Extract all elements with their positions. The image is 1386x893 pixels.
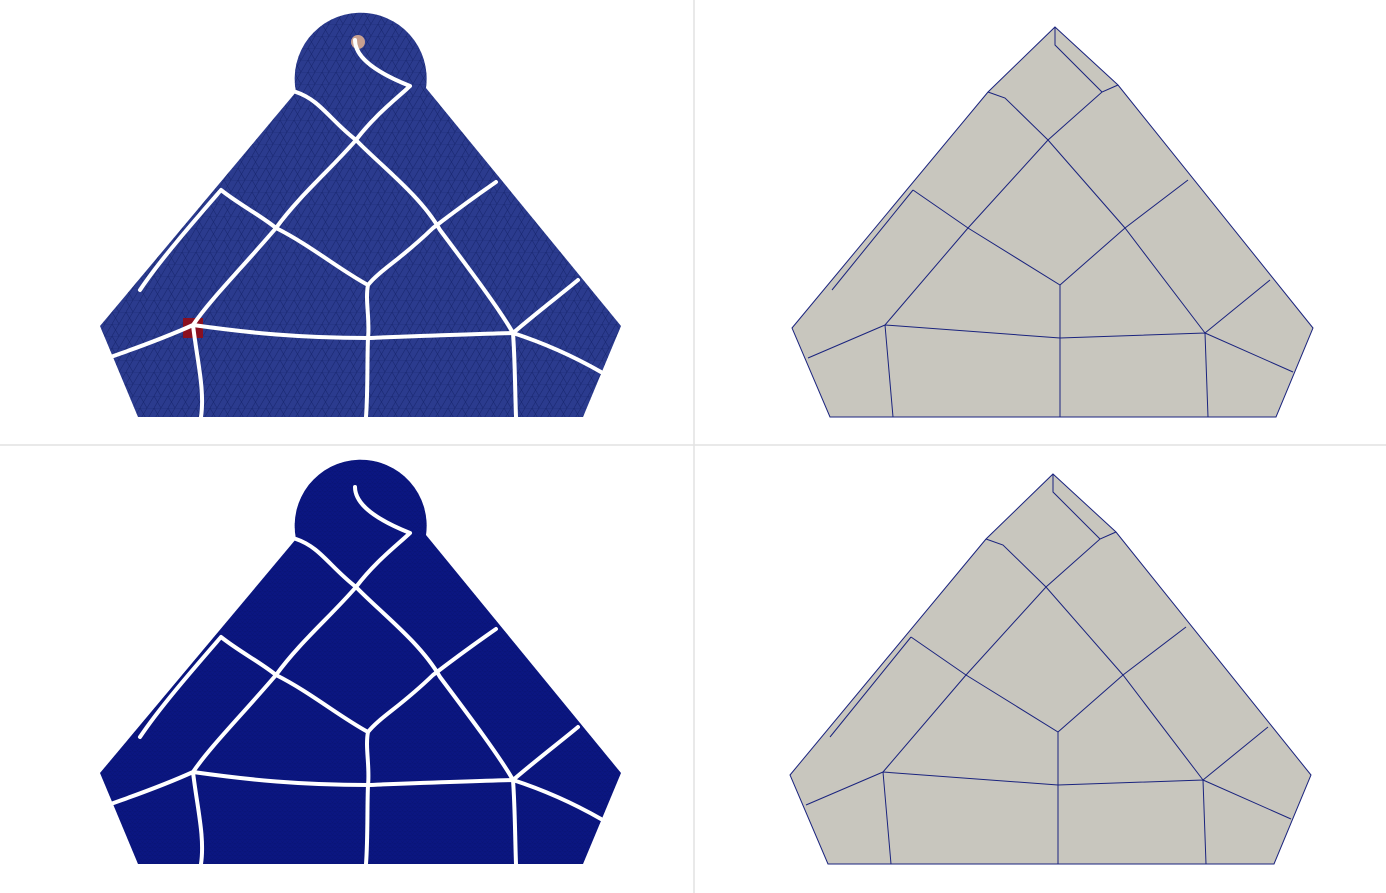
mesh-panel <box>100 12 621 419</box>
quad-panel <box>789 473 1312 865</box>
mesh-panel <box>100 459 621 866</box>
mesh-texture <box>100 12 621 418</box>
quad-panel <box>791 26 1314 418</box>
mesh-texture <box>100 459 621 864</box>
quad-body <box>789 473 1312 865</box>
quad-body <box>791 26 1314 418</box>
